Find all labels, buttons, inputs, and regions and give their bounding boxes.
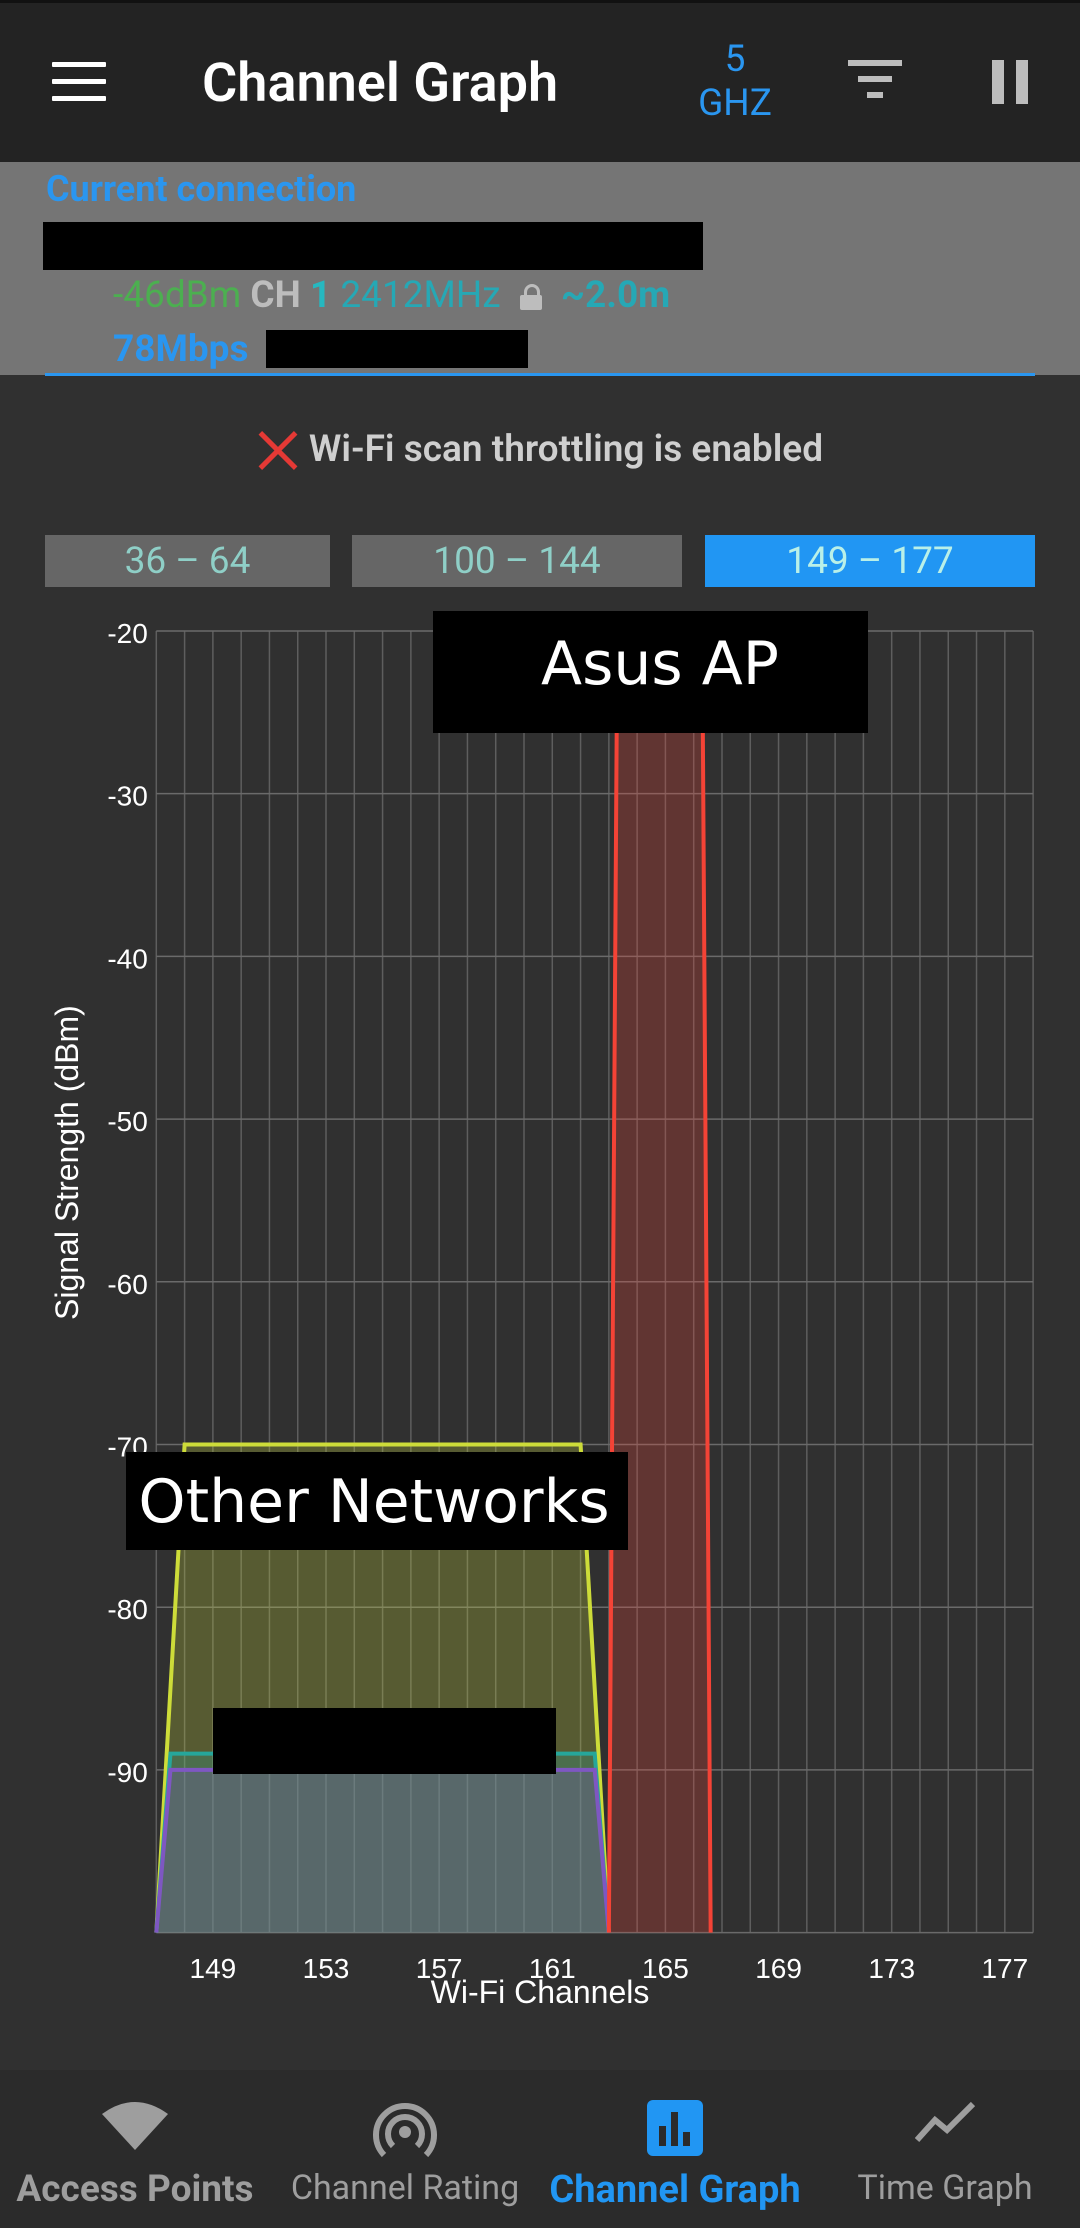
- series-line-0: [154, 1442, 611, 1933]
- nav-label-access-points: Access Points: [16, 2168, 254, 2211]
- signal-strength: -46dBm: [113, 274, 242, 317]
- throttle-text: Wi-Fi scan throttling is enabled: [308, 428, 824, 471]
- range-tab-100-144[interactable]: 100 – 144: [352, 535, 682, 587]
- band-unit: GHZ: [698, 82, 772, 125]
- wifi-icon: [102, 2102, 168, 2150]
- nav-label-channel-graph: Channel Graph: [549, 2168, 801, 2212]
- bottom-navigation: [0, 2070, 1080, 2228]
- lock-icon: [519, 284, 542, 311]
- x-axis-label: Wi-Fi Channels: [431, 1974, 650, 2010]
- x-tick-label: 169: [755, 1953, 802, 1984]
- x-tick-label: 161: [529, 1953, 576, 1984]
- line-chart-icon: [915, 2101, 975, 2143]
- x-tick-label: 153: [303, 1953, 350, 1984]
- nav-label-channel-rating: Channel Rating: [290, 2168, 520, 2208]
- connection-title: Current connection: [46, 168, 357, 210]
- series-area-2: [156, 1769, 609, 1933]
- connection-divider: [45, 373, 1035, 376]
- y-axis-ticks: -20-30-40-50-60-70-80-90: [107, 618, 147, 1788]
- hamburger-menu-icon[interactable]: [52, 62, 106, 102]
- radar-icon: [373, 2103, 437, 2158]
- redacted-ssid: [43, 222, 703, 270]
- frequency: 2412MHz: [340, 274, 501, 317]
- bar-chart-icon: [647, 2100, 703, 2156]
- x-tick-label: 173: [868, 1953, 915, 1984]
- close-x-icon: [257, 430, 299, 472]
- link-speed: 78Mbps: [113, 328, 249, 371]
- range-tab-149-177[interactable]: 149 – 177: [705, 535, 1035, 587]
- nav-channel-rating[interactable]: Channel Rating: [270, 2070, 540, 2228]
- nav-time-graph[interactable]: Time Graph: [810, 2070, 1080, 2228]
- annotation-box-asus: [433, 611, 868, 733]
- filter-icon[interactable]: [848, 60, 902, 106]
- throttle-warning: Wi-Fi scan throttling is enabled: [0, 428, 1080, 472]
- range-tab-36-64[interactable]: 36 – 64: [45, 535, 330, 587]
- chart-series: [154, 628, 713, 1933]
- channel-graph-chart: -20-30-40-50-60-70-80-90 149 153 157 161 165…: [49, 611, 1034, 2010]
- page-title: Channel Graph: [202, 52, 559, 115]
- y-tick-label: -40: [107, 943, 147, 974]
- y-tick-label: -20: [107, 618, 147, 649]
- channel-number: 1: [309, 274, 332, 317]
- series-area-0: [156, 1444, 609, 1933]
- x-tick-label: 177: [981, 1953, 1028, 1984]
- annotation-asus-ap: Asus AP: [541, 629, 779, 699]
- nav-access-points[interactable]: Access Points: [0, 2070, 270, 2228]
- series-area-3: [608, 630, 711, 1933]
- y-tick-label: -90: [107, 1757, 147, 1788]
- channel-label: CH: [250, 274, 301, 317]
- pause-icon[interactable]: [992, 60, 1030, 104]
- series-area-1: [156, 1753, 609, 1933]
- redacted-info: [266, 330, 528, 368]
- y-tick-label: -60: [107, 1269, 147, 1300]
- band-value: 5: [724, 38, 746, 81]
- annotation-other-networks: Other Networks: [138, 1467, 609, 1537]
- y-tick-label: -50: [107, 1106, 147, 1137]
- x-axis-ticks: 149 153 157 161 165 169 173 177: [190, 1953, 1029, 1984]
- band-toggle-button[interactable]: 5 GHZ: [690, 38, 780, 126]
- x-tick-label: 165: [642, 1953, 689, 1984]
- y-tick-label: -80: [107, 1594, 147, 1625]
- distance: ~2.0m: [561, 274, 671, 317]
- x-tick-label: 157: [416, 1953, 463, 1984]
- connection-details: -46dBm CH 1 2412MHz ~2.0m: [113, 274, 670, 317]
- annotation-box-other: [126, 1452, 628, 1550]
- redacted-label: [213, 1708, 556, 1774]
- y-tick-label: -30: [107, 781, 147, 812]
- x-tick-label: 149: [190, 1953, 237, 1984]
- y-axis-label: Signal Strength (dBm): [49, 1005, 85, 1320]
- nav-label-time-graph: Time Graph: [857, 2168, 1033, 2208]
- nav-channel-graph[interactable]: Channel Graph: [540, 2070, 810, 2228]
- app-bar: [0, 0, 1080, 162]
